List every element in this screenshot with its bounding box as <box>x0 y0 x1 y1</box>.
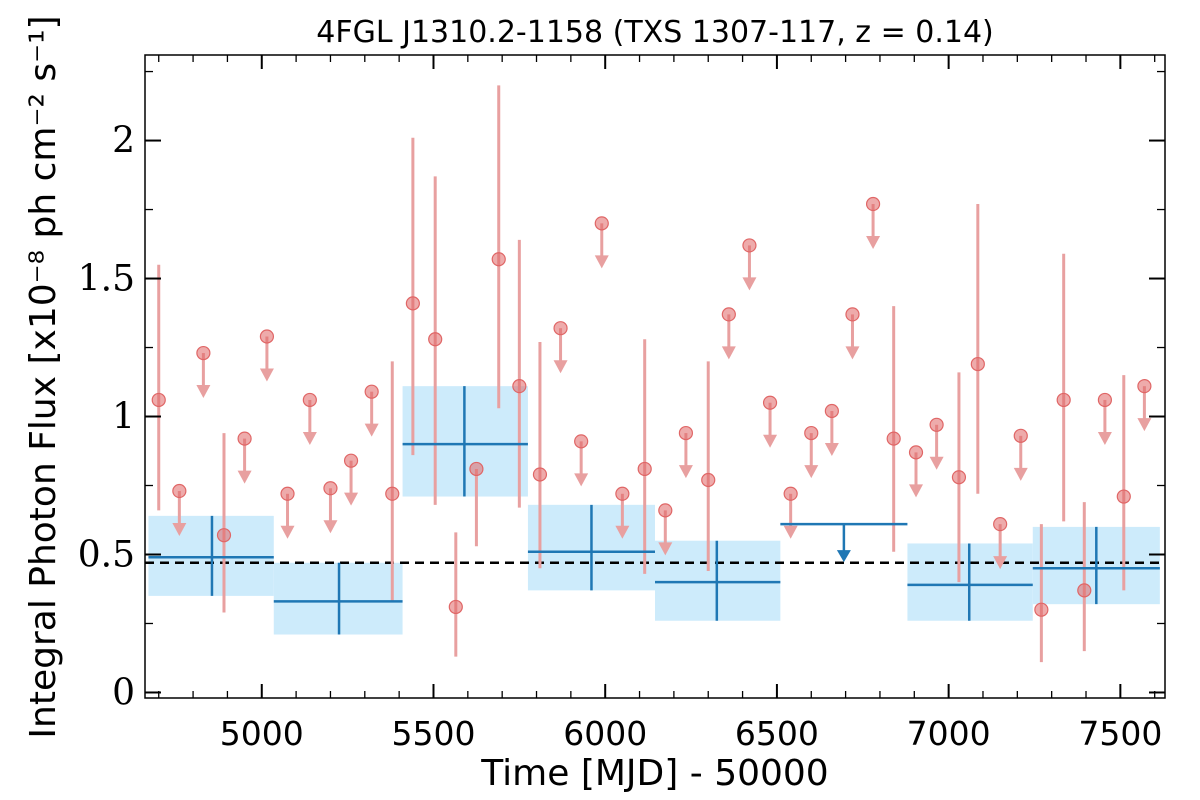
short-bin-upper-limit-arrow <box>364 423 379 437</box>
short-bin-point <box>1077 583 1092 598</box>
short-bin-upper-limit-point <box>783 486 798 501</box>
x-tick-label: 7000 <box>907 714 991 753</box>
short-bin-point <box>1116 489 1131 504</box>
short-bin-point <box>886 431 901 446</box>
short-bin-point <box>532 467 548 482</box>
short-bin-upper-limit-point <box>615 486 630 501</box>
short-bin-upper-limit-arrow <box>1013 467 1028 481</box>
y-tick-label: 1.5 <box>78 259 135 300</box>
short-bin-point <box>491 252 506 267</box>
short-bin-upper-limit-arrow <box>1137 418 1152 432</box>
short-bin-point <box>512 379 527 394</box>
short-bin-point <box>637 461 652 477</box>
y-tick-label: 0.5 <box>78 534 135 575</box>
short-bin-upper-limit-point <box>1137 379 1152 394</box>
short-bin-upper-limit-point <box>929 417 944 432</box>
plot-area: 5000 5500 6000 6500 7000 7500 0 0.5 1 1.5 2 <box>78 54 1166 753</box>
short-bin-upper-limit-point <box>908 445 924 460</box>
x-axis-label: Time [MJD] - 50000 <box>480 753 828 794</box>
short-bin-point <box>428 332 443 347</box>
x-tick-label: 7500 <box>1078 714 1162 753</box>
short-bin-upper-limit-arrow <box>259 368 274 382</box>
short-bin-upper-limit-arrow <box>574 473 589 487</box>
short-bin-upper-limit-arrow <box>658 542 673 556</box>
short-bin-upper-limit-point <box>237 431 252 446</box>
short-bin-upper-limit-arrow <box>1097 431 1112 445</box>
y-tick-label: 2 <box>112 121 135 162</box>
short-bin-upper-limit-point <box>259 329 275 344</box>
short-bin-upper-limit-point <box>172 483 187 499</box>
short-bin-upper-limit-point <box>845 307 860 322</box>
short-bin-point <box>448 599 463 615</box>
short-bin-upper-limit-point <box>993 517 1008 532</box>
short-bin-upper-limit-arrow <box>929 456 944 470</box>
short-bin-upper-limit-point <box>574 434 589 449</box>
short-bin-upper-limit-point <box>280 486 295 501</box>
short-bin-upper-limit-arrow <box>678 465 693 479</box>
short-bin-upper-limit-arrow <box>783 525 798 539</box>
short-bin-upper-limit-point <box>678 425 694 441</box>
short-bin-upper-limit-arrow <box>196 385 211 399</box>
short-bin-point <box>951 470 967 485</box>
short-bin-point <box>216 528 232 543</box>
short-bin-upper-limit-point <box>553 321 568 336</box>
short-bin-upper-limit-arrow <box>824 442 839 456</box>
short-bin-upper-limit-arrow <box>615 525 630 539</box>
short-bin-upper-limit-point <box>1097 392 1112 408</box>
short-bin-upper-limit-point <box>302 392 317 408</box>
short-bin-upper-limit-point <box>594 216 609 231</box>
short-bin-upper-limit-arrow <box>804 465 819 479</box>
short-bin-point <box>1056 392 1071 408</box>
short-bin-upper-limit-arrow <box>280 525 295 539</box>
short-bin-upper-limit-arrow <box>845 346 860 360</box>
short-bin-point <box>701 472 716 488</box>
y-tick-label: 0 <box>112 672 135 713</box>
short-bin-upper-limit-arrow <box>909 484 924 498</box>
x-tick-label: 5500 <box>391 714 475 753</box>
y-axis-label: Integral Photon Flux [x10⁻⁸ ph cm⁻² s⁻¹] <box>23 15 64 738</box>
plot-frame <box>144 54 1166 699</box>
short-bin-upper-limit-arrow <box>302 431 317 445</box>
short-bin-upper-limit-arrow <box>763 434 778 448</box>
short-bin-upper-limit-point <box>824 403 839 419</box>
short-bin-upper-limit-point <box>323 481 338 496</box>
short-bin-upper-limit-arrow <box>344 492 359 506</box>
short-bin-upper-limit-point <box>658 503 673 518</box>
short-bin-upper-limit-point <box>762 395 778 410</box>
y-tick-label: 1 <box>112 397 135 438</box>
short-bin-point <box>405 296 420 311</box>
short-bin-upper-limit-point <box>721 307 736 322</box>
short-bin-point <box>385 486 400 501</box>
short-bin-upper-limit-point <box>196 345 211 361</box>
short-bin-upper-limit-point <box>742 238 757 253</box>
short-bin-upper-limit-point <box>1013 428 1028 443</box>
short-bin-upper-limit-arrow <box>721 346 736 360</box>
short-bin-upper-limit-arrow <box>594 255 609 269</box>
short-bin-upper-limit-point <box>364 384 379 399</box>
short-bin-upper-limit-arrow <box>172 523 187 537</box>
short-bin-upper-limit-arrow <box>993 556 1008 570</box>
short-bin-upper-limit-point <box>343 453 359 468</box>
short-bin-point <box>1034 602 1049 617</box>
long-bin-upper-limit-arrow <box>836 550 851 563</box>
short-bin-point <box>970 356 985 372</box>
x-tick-label: 6000 <box>563 714 647 753</box>
short-bin-upper-limit-arrow <box>237 470 252 484</box>
short-bin-point <box>469 461 484 477</box>
short-bin-upper-limit-arrow <box>866 236 881 250</box>
short-bin-upper-limit-point <box>804 425 819 441</box>
short-bin-point <box>151 392 166 408</box>
x-tick-label: 5000 <box>220 714 304 753</box>
short-bin-upper-limit-arrow <box>553 360 568 374</box>
x-tick-label: 6500 <box>735 714 819 753</box>
chart-title: 4FGL J1310.2-1158 (TXS 1307-117, z = 0.1… <box>316 15 994 50</box>
short-bin-upper-limit-arrow <box>742 277 757 291</box>
short-bin-upper-limit-arrow <box>323 520 338 534</box>
short-bin-upper-limit-point <box>865 196 881 212</box>
